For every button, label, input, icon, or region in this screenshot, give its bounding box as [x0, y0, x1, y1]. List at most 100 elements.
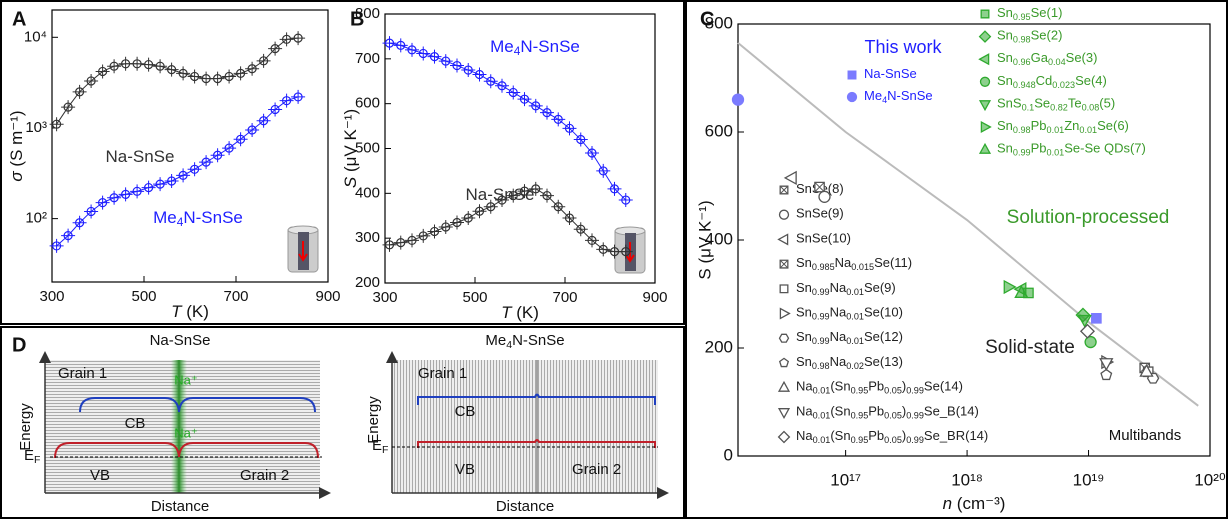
y-tick-label: 800	[705, 13, 733, 32]
legend-label: Sn0.99Na0.01Se(10)	[796, 305, 903, 322]
text-run: Se(14)	[924, 379, 963, 394]
marker-cross	[618, 244, 633, 259]
data-point	[51, 241, 62, 251]
text-run: Na	[830, 330, 847, 345]
text-run: Zn	[1064, 118, 1079, 133]
y-tick-label: 10³	[25, 119, 47, 136]
legend-title: This work	[864, 37, 942, 57]
legend-label: Sn0.98Se(2)	[997, 28, 1062, 45]
legend-marker	[978, 100, 992, 112]
text-run: Se_BR(14)	[924, 428, 988, 443]
y-tick-label: 600	[355, 95, 380, 112]
x-tick-label: 500	[131, 288, 156, 305]
data-point	[407, 45, 417, 55]
x-tick-label: 900	[642, 289, 667, 306]
data-point	[564, 123, 575, 133]
legend-label: Sn0.99Pb0.01Se-Se QDs(7)	[997, 141, 1146, 158]
text-run: F	[34, 454, 40, 466]
text-run: Sn	[997, 141, 1013, 156]
data-point	[486, 76, 496, 86]
panel-label: D	[12, 334, 26, 356]
data-point	[396, 238, 406, 248]
text-run: )	[902, 404, 906, 419]
marker-cross	[780, 186, 788, 194]
data-point	[1084, 335, 1097, 349]
marker-cross	[72, 84, 87, 99]
panel-label: C	[700, 8, 714, 30]
diagram-title: Me4N-SnSe	[485, 332, 564, 351]
data-point	[1077, 314, 1092, 328]
text-run: E	[24, 447, 34, 464]
text-run: 0.01	[846, 287, 864, 297]
marker-cross	[164, 174, 179, 189]
marker-cross	[450, 58, 464, 73]
text-run: Na	[830, 354, 847, 369]
legend-label: Sn0.948Cd0.023Se(4)	[997, 73, 1107, 90]
data-point	[190, 164, 200, 174]
series-line	[56, 96, 299, 247]
marker-cross	[472, 67, 487, 82]
data-point	[418, 231, 428, 241]
data-point	[418, 48, 428, 59]
marker-cross	[187, 69, 202, 84]
y-axis-label: S (μV K⁻¹)	[341, 109, 360, 188]
data-point	[497, 195, 507, 205]
data-point	[201, 157, 211, 167]
band-label: CB	[125, 415, 146, 432]
data-point	[542, 190, 552, 201]
marker-cross	[141, 57, 156, 72]
y-tick-label: 800	[355, 5, 380, 22]
series-label: Na-SnSe	[466, 185, 535, 204]
data-point	[190, 71, 200, 82]
text-run: Na	[796, 404, 813, 419]
legend-label: SnSe(10)	[796, 231, 851, 246]
marker-cross	[540, 105, 554, 120]
text-run: 0.01	[846, 312, 864, 322]
axis-label: Distance	[496, 498, 554, 515]
data-point	[441, 222, 451, 232]
marker-cross	[291, 31, 306, 46]
text-run: σ	[7, 171, 26, 182]
data-point	[178, 170, 188, 180]
marker-cross	[222, 141, 237, 156]
marker-cross	[573, 132, 588, 147]
text-run: n	[943, 494, 952, 513]
text-run: F	[382, 444, 388, 456]
text-run: Pb	[868, 404, 884, 419]
data-point	[407, 235, 417, 246]
data-point	[609, 247, 620, 257]
marker-cross	[107, 59, 122, 74]
data-point	[144, 182, 154, 193]
text-run: SnS	[997, 96, 1022, 111]
text-run: Me	[490, 37, 514, 56]
marker-cross	[256, 53, 271, 68]
marker-cross	[153, 177, 168, 192]
legend-marker	[777, 408, 791, 420]
data-point	[1003, 279, 1017, 295]
text-run: Sn	[997, 5, 1013, 20]
text-run: 0.95	[851, 386, 869, 396]
text-run: N-SnSe	[520, 37, 580, 56]
marker-cross	[438, 219, 453, 234]
text-run: (K)	[182, 302, 209, 321]
marker-cross	[551, 199, 566, 214]
text-run: SnSe(9)	[796, 206, 844, 221]
series-line	[389, 188, 626, 253]
text-run: Na	[835, 256, 852, 271]
text-run: 4	[506, 339, 512, 351]
text-run: (S m⁻¹)	[7, 110, 26, 171]
marker-cross	[393, 38, 408, 53]
marker-cross	[585, 233, 599, 248]
text-run: Na-SnSe	[106, 147, 175, 166]
text-run: (K)	[512, 303, 539, 322]
legend-label: Na0.01(Sn0.95Pb0.05)0.99Se_B(14)	[796, 404, 979, 421]
legend-marker	[777, 233, 789, 246]
marker-cross	[382, 237, 397, 252]
text-run: )	[902, 379, 906, 394]
marker-cross	[268, 102, 283, 117]
marker-cross	[506, 188, 521, 203]
data-point	[384, 38, 395, 48]
marker-cross	[405, 233, 419, 248]
data-point	[474, 206, 485, 216]
marker-cross	[95, 195, 110, 210]
